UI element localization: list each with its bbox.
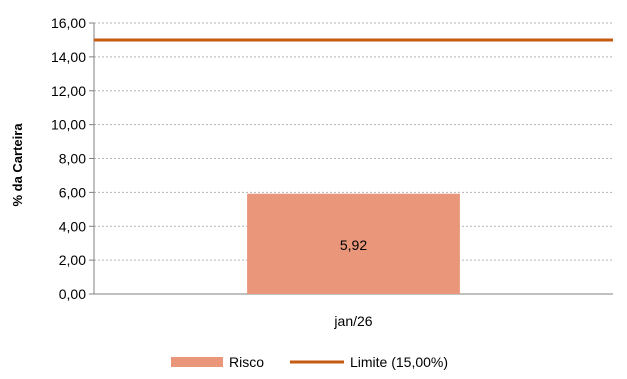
gridlines: [94, 22, 613, 261]
y-tick-label: 10,00: [51, 117, 86, 133]
y-tick-labels: 0,00 2,00 4,00 6,00 8,00 10,00 12,00 14,00 16,00: [51, 15, 86, 302]
x-tick-label: jan/26: [333, 313, 372, 329]
y-tick-label: 4,00: [59, 218, 86, 234]
y-tick-label: 2,00: [59, 252, 86, 268]
y-tick-label: 8,00: [59, 151, 86, 167]
bars: [94, 38, 613, 294]
y-tick-label: 16,00: [51, 15, 86, 31]
y-axis-label: % da Carteira: [10, 123, 25, 207]
legend-swatch-risco: [171, 357, 223, 367]
legend-label-risco: Risco: [229, 354, 264, 370]
x-tick-labels: jan/26: [333, 313, 372, 329]
y-tick-label: 0,00: [59, 286, 86, 302]
y-tick-label: 12,00: [51, 83, 86, 99]
bar-data-label: 5,92: [340, 237, 367, 253]
y-tick-label: 6,00: [59, 184, 86, 200]
legend: Risco Limite (15,00%): [171, 354, 448, 370]
legend-label-limite: Limite (15,00%): [350, 354, 448, 370]
y-tick-label: 14,00: [51, 49, 86, 65]
bar-risco: [247, 193, 460, 294]
data-labels: 5,92: [340, 237, 367, 253]
